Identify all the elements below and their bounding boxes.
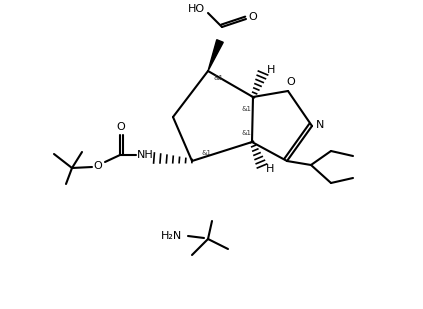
Text: O: O xyxy=(249,12,257,22)
Text: HO: HO xyxy=(187,4,205,14)
Text: &1: &1 xyxy=(241,130,251,136)
Text: H: H xyxy=(267,65,275,75)
Text: &1: &1 xyxy=(242,106,252,112)
Text: &1: &1 xyxy=(201,150,211,156)
Text: &1: &1 xyxy=(213,75,223,81)
Text: H₂N: H₂N xyxy=(162,231,183,241)
Text: H: H xyxy=(266,164,274,174)
Text: O: O xyxy=(287,77,295,87)
Text: NH: NH xyxy=(137,150,154,160)
Text: N: N xyxy=(316,120,324,130)
Polygon shape xyxy=(208,40,223,71)
Text: O: O xyxy=(93,161,102,171)
Text: O: O xyxy=(117,122,125,132)
